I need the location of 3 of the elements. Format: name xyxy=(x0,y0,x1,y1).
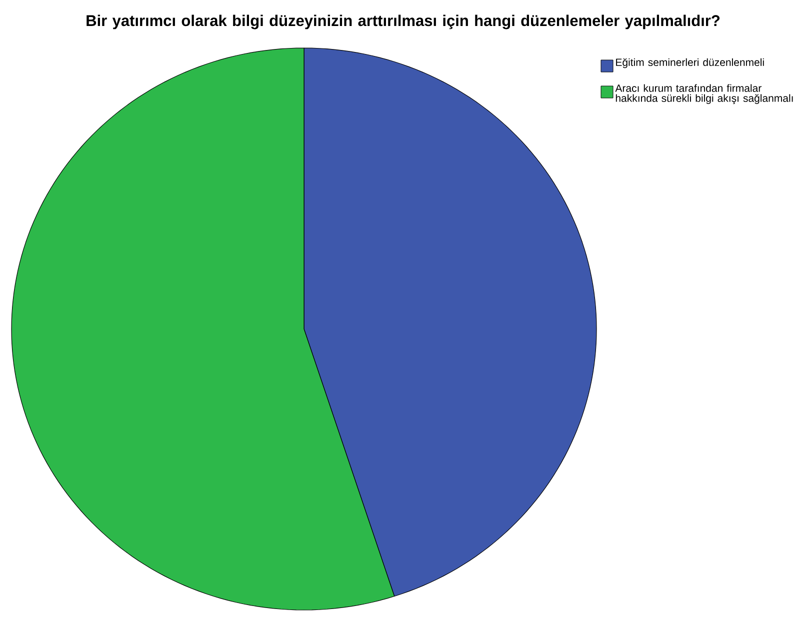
legend-label: Aracı kurum tarafından firmalar hakkında sürekli bilgi akışı sağlanmalı xyxy=(615,84,793,104)
legend-label: Eğitim seminerleri düzenlenmeli xyxy=(616,58,764,68)
chart-title: Bir yatırımcı olarak bilgi düzeyinizin arttırılması için hangi düzenlemeler yapılmalıdır? xyxy=(86,14,720,30)
